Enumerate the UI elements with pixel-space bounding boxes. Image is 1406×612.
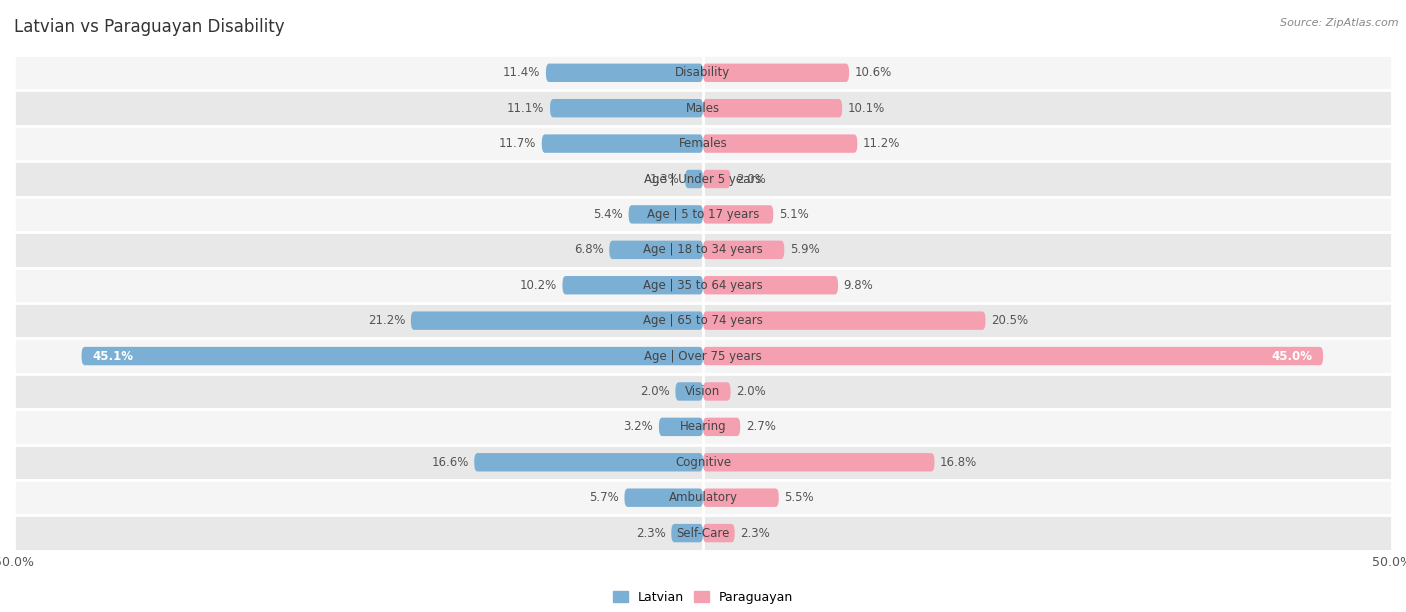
Text: Disability: Disability [675,66,731,80]
Text: 2.0%: 2.0% [640,385,669,398]
Text: 11.7%: 11.7% [499,137,536,150]
Text: Self-Care: Self-Care [676,526,730,540]
Text: Age | Over 75 years: Age | Over 75 years [644,349,762,362]
Text: Cognitive: Cognitive [675,456,731,469]
Bar [14,232,1392,267]
FancyBboxPatch shape [703,135,858,153]
Bar [14,303,1392,338]
Text: 2.0%: 2.0% [737,173,766,185]
Bar [14,196,1392,232]
Text: Latvian vs Paraguayan Disability: Latvian vs Paraguayan Disability [14,18,284,36]
Legend: Latvian, Paraguayan: Latvian, Paraguayan [607,586,799,609]
Text: 16.6%: 16.6% [432,456,468,469]
FancyBboxPatch shape [541,135,703,153]
FancyBboxPatch shape [82,347,703,365]
Bar [14,444,1392,480]
Text: Males: Males [686,102,720,114]
FancyBboxPatch shape [703,347,1323,365]
FancyBboxPatch shape [562,276,703,294]
FancyBboxPatch shape [628,205,703,223]
Text: 1.3%: 1.3% [650,173,679,185]
Bar [14,338,1392,374]
FancyBboxPatch shape [703,276,838,294]
FancyBboxPatch shape [411,312,703,330]
Text: 20.5%: 20.5% [991,314,1028,327]
Text: 10.2%: 10.2% [520,278,557,292]
Bar [14,55,1392,91]
Text: 5.9%: 5.9% [790,244,820,256]
Text: 3.2%: 3.2% [624,420,654,433]
Text: 2.3%: 2.3% [740,526,770,540]
Text: Age | 18 to 34 years: Age | 18 to 34 years [643,244,763,256]
FancyBboxPatch shape [675,382,703,401]
Text: Females: Females [679,137,727,150]
Text: 2.7%: 2.7% [745,420,776,433]
FancyBboxPatch shape [550,99,703,118]
Text: Age | 65 to 74 years: Age | 65 to 74 years [643,314,763,327]
FancyBboxPatch shape [703,241,785,259]
FancyBboxPatch shape [671,524,703,542]
FancyBboxPatch shape [703,205,773,223]
FancyBboxPatch shape [703,453,935,471]
Bar [14,409,1392,444]
Text: 5.7%: 5.7% [589,491,619,504]
FancyBboxPatch shape [703,417,740,436]
FancyBboxPatch shape [703,488,779,507]
Text: 9.8%: 9.8% [844,278,873,292]
Text: 5.1%: 5.1% [779,208,808,221]
Bar [14,267,1392,303]
FancyBboxPatch shape [703,382,731,401]
Bar [14,162,1392,196]
Text: Ambulatory: Ambulatory [668,491,738,504]
Bar [14,91,1392,126]
Bar [14,126,1392,162]
FancyBboxPatch shape [703,64,849,82]
Text: 45.1%: 45.1% [93,349,134,362]
Text: 6.8%: 6.8% [574,244,603,256]
Text: 10.1%: 10.1% [848,102,884,114]
FancyBboxPatch shape [685,170,703,188]
Text: Age | Under 5 years: Age | Under 5 years [644,173,762,185]
Text: Age | 5 to 17 years: Age | 5 to 17 years [647,208,759,221]
Text: 11.2%: 11.2% [863,137,900,150]
FancyBboxPatch shape [624,488,703,507]
Text: Vision: Vision [685,385,721,398]
Bar [14,480,1392,515]
Text: Age | 35 to 64 years: Age | 35 to 64 years [643,278,763,292]
FancyBboxPatch shape [703,524,735,542]
Text: 11.1%: 11.1% [508,102,544,114]
Text: 45.0%: 45.0% [1271,349,1312,362]
FancyBboxPatch shape [474,453,703,471]
Text: Source: ZipAtlas.com: Source: ZipAtlas.com [1281,18,1399,28]
Text: 11.4%: 11.4% [503,66,540,80]
Text: 5.4%: 5.4% [593,208,623,221]
FancyBboxPatch shape [609,241,703,259]
Bar [14,515,1392,551]
Text: 5.5%: 5.5% [785,491,814,504]
Text: Hearing: Hearing [679,420,727,433]
FancyBboxPatch shape [703,312,986,330]
Text: 16.8%: 16.8% [941,456,977,469]
FancyBboxPatch shape [659,417,703,436]
Text: 2.0%: 2.0% [737,385,766,398]
Bar [14,374,1392,409]
Text: 21.2%: 21.2% [368,314,405,327]
FancyBboxPatch shape [703,99,842,118]
Text: 10.6%: 10.6% [855,66,891,80]
FancyBboxPatch shape [546,64,703,82]
FancyBboxPatch shape [703,170,731,188]
Text: 2.3%: 2.3% [636,526,666,540]
